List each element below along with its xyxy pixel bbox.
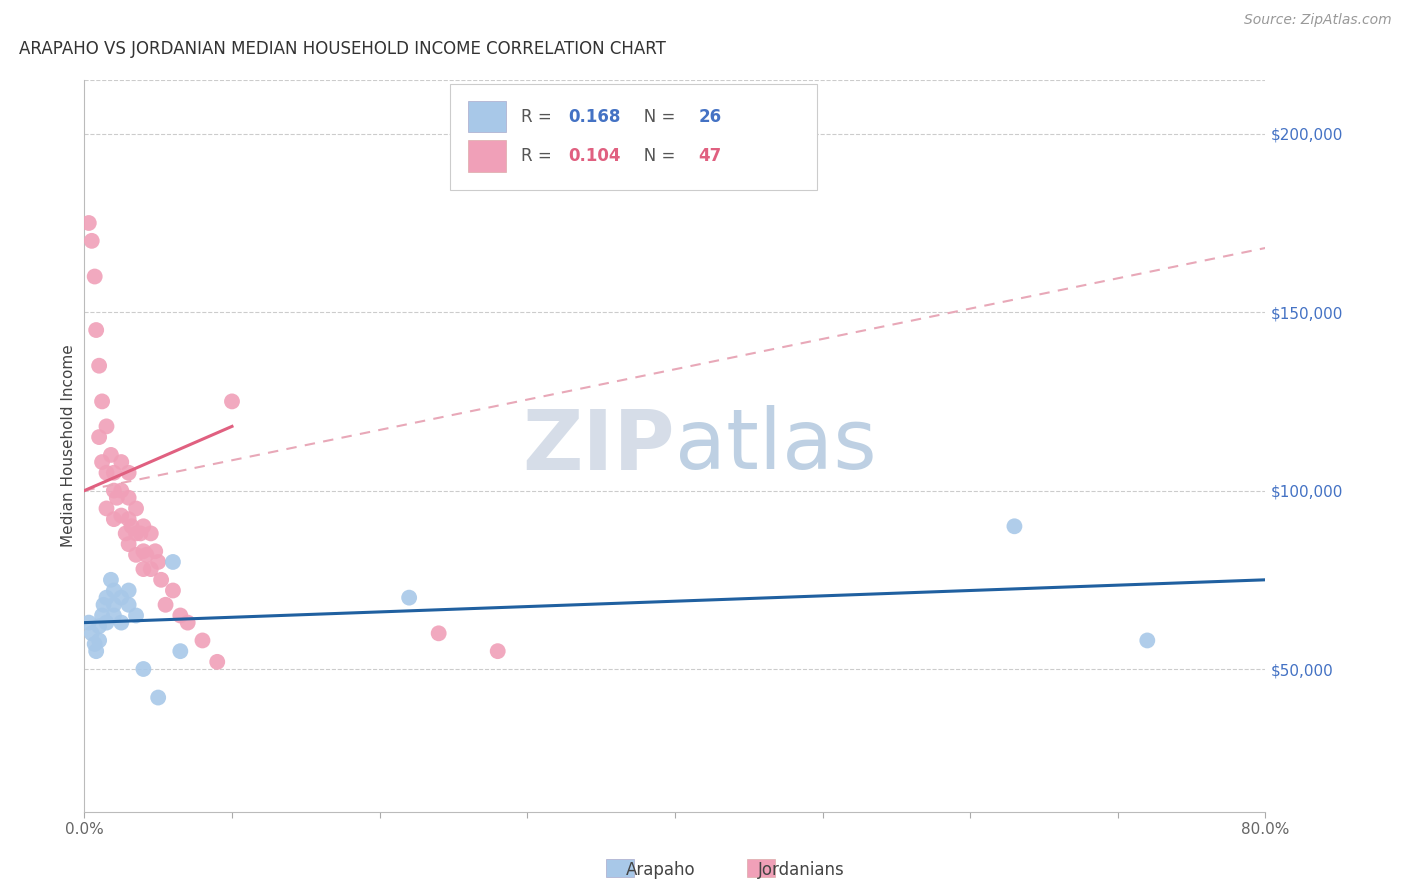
Point (143, 544, 166, 558)
Point (132, 662, 155, 676)
Point (103, 608, 125, 623)
Point (87, 359, 111, 373)
Point (87, 633, 111, 648)
Point (84, 323, 107, 337)
Point (110, 483, 132, 498)
Point (162, 583, 184, 598)
Point (110, 508, 132, 523)
Text: ARAPAHO VS JORDANIAN MEDIAN HOUSEHOLD INCOME CORRELATION CHART: ARAPAHO VS JORDANIAN MEDIAN HOUSEHOLD IN… (20, 40, 666, 58)
FancyBboxPatch shape (606, 859, 634, 877)
Point (103, 583, 125, 598)
Text: N =: N = (627, 146, 681, 165)
Point (135, 548, 157, 562)
Point (398, 591, 420, 605)
Point (118, 583, 141, 598)
Text: Source: ZipAtlas.com: Source: ZipAtlas.com (1244, 13, 1392, 28)
Point (1136, 633, 1159, 648)
Point (91, 455, 114, 469)
FancyBboxPatch shape (468, 140, 506, 171)
Text: ZIP: ZIP (523, 406, 675, 486)
Point (139, 526, 162, 541)
FancyBboxPatch shape (747, 859, 775, 877)
Point (83, 269, 105, 284)
Point (96, 419, 118, 434)
Text: R =: R = (522, 108, 557, 126)
Point (100, 573, 122, 587)
Text: Jordanians: Jordanians (758, 861, 845, 879)
Point (105, 491, 128, 505)
Point (427, 626, 450, 640)
Point (221, 394, 243, 409)
Point (486, 644, 509, 658)
Point (148, 555, 170, 569)
Point (103, 598, 125, 612)
Text: atlas: atlas (675, 406, 876, 486)
Point (177, 615, 200, 630)
Point (83, 637, 105, 651)
Point (93, 598, 115, 612)
FancyBboxPatch shape (468, 101, 506, 132)
Point (162, 555, 184, 569)
Point (118, 466, 141, 480)
Text: N =: N = (627, 108, 681, 126)
Point (125, 608, 148, 623)
Point (110, 615, 132, 630)
Point (96, 501, 118, 516)
Point (125, 501, 148, 516)
Point (118, 598, 141, 612)
Point (155, 598, 177, 612)
Text: R =: R = (522, 146, 557, 165)
Point (100, 448, 122, 462)
Point (139, 562, 162, 576)
Point (103, 483, 125, 498)
Point (207, 655, 229, 669)
Point (80, 234, 103, 248)
Point (80, 626, 103, 640)
Point (191, 633, 214, 648)
Point (84, 644, 107, 658)
Point (148, 690, 170, 705)
Point (1004, 519, 1026, 533)
Point (103, 466, 125, 480)
Point (77, 216, 100, 230)
FancyBboxPatch shape (450, 84, 817, 190)
Point (103, 512, 125, 526)
Point (87, 430, 111, 444)
Point (150, 573, 173, 587)
Point (110, 455, 132, 469)
Point (118, 512, 141, 526)
Point (132, 544, 155, 558)
Point (132, 519, 155, 533)
Point (118, 491, 141, 505)
Point (169, 608, 191, 623)
Point (110, 591, 132, 605)
Point (77, 615, 100, 630)
Point (132, 562, 155, 576)
Point (125, 548, 148, 562)
Point (114, 526, 136, 541)
Text: 0.104: 0.104 (568, 146, 621, 165)
Point (96, 466, 118, 480)
Point (87, 619, 111, 633)
Point (91, 394, 114, 409)
Text: Arapaho: Arapaho (626, 861, 696, 879)
Point (96, 615, 118, 630)
Text: 47: 47 (699, 146, 721, 165)
Point (96, 591, 118, 605)
Point (91, 608, 114, 623)
Point (169, 644, 191, 658)
Text: 26: 26 (699, 108, 721, 126)
Y-axis label: Median Household Income: Median Household Income (60, 344, 76, 548)
Point (118, 537, 141, 551)
Text: 0.168: 0.168 (568, 108, 621, 126)
Point (121, 519, 143, 533)
Point (129, 526, 152, 541)
Point (125, 526, 148, 541)
